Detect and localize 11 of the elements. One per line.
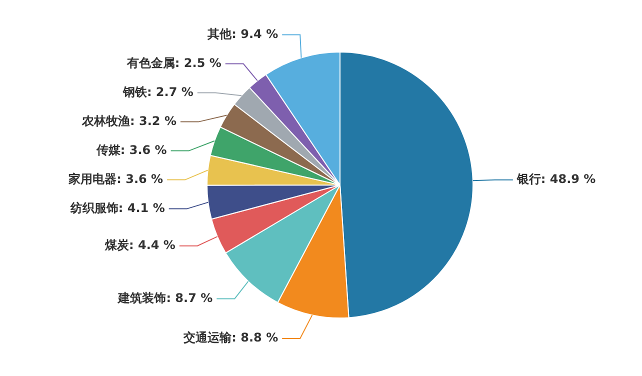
slice-label: 煤炭: 4.4 % bbox=[104, 238, 176, 252]
slice-label: 家用电器: 3.6 % bbox=[68, 172, 164, 186]
slice-label: 交通运输: 8.8 % bbox=[182, 330, 278, 345]
slice-label: 建筑装饰: 8.7 % bbox=[117, 290, 213, 305]
slice-label: 农林牧渔: 3.2 % bbox=[81, 114, 176, 128]
slice-label: 其他: 9.4 % bbox=[206, 26, 278, 41]
slice-label: 传媒: 3.6 % bbox=[95, 142, 167, 157]
slice-label: 银行: 48.9 % bbox=[516, 172, 596, 186]
slice-label: 纺织服饰: 4.1 % bbox=[69, 200, 165, 215]
slice-label: 有色金属: 2.5 % bbox=[126, 56, 222, 70]
slice-label: 钢铁: 2.7 % bbox=[122, 84, 194, 99]
